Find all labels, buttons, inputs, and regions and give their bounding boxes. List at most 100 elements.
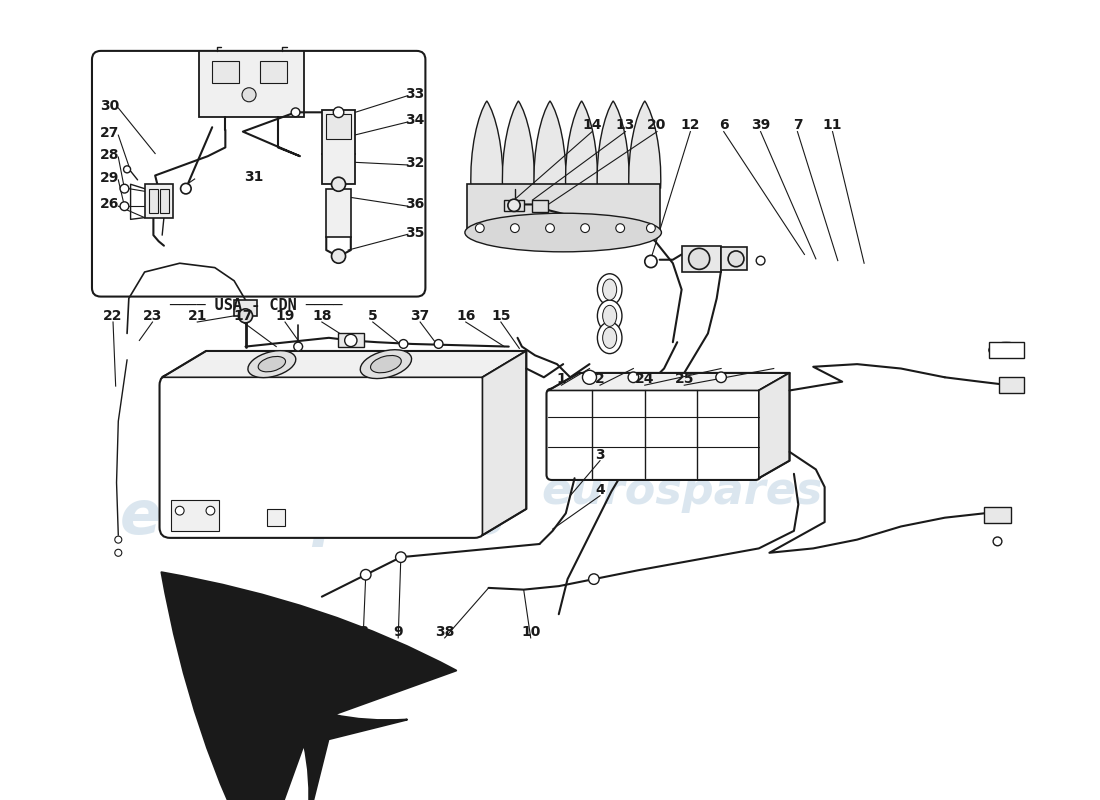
Circle shape — [123, 166, 131, 173]
Bar — [212, 62, 239, 83]
Circle shape — [399, 339, 408, 348]
Circle shape — [993, 537, 1002, 546]
Text: 24: 24 — [635, 372, 654, 386]
Circle shape — [120, 202, 129, 210]
Bar — [144, 184, 173, 218]
Text: 38: 38 — [434, 625, 454, 638]
Circle shape — [331, 249, 345, 263]
Ellipse shape — [465, 214, 661, 252]
Text: 1: 1 — [557, 372, 566, 386]
PathPatch shape — [597, 101, 629, 189]
Text: 29: 29 — [100, 171, 119, 185]
Text: 23: 23 — [143, 309, 162, 323]
Text: 26: 26 — [100, 198, 119, 211]
Bar — [199, 51, 305, 117]
FancyBboxPatch shape — [92, 51, 426, 297]
Circle shape — [180, 183, 191, 194]
Circle shape — [546, 224, 554, 233]
Circle shape — [508, 199, 520, 211]
PathPatch shape — [471, 101, 503, 189]
Text: 27: 27 — [100, 126, 119, 140]
Text: 33: 33 — [405, 87, 425, 101]
Bar — [327, 114, 351, 138]
Text: 25: 25 — [674, 372, 694, 386]
Bar — [989, 342, 1024, 358]
Text: 19: 19 — [275, 309, 295, 323]
Circle shape — [175, 506, 184, 515]
PathPatch shape — [534, 101, 566, 189]
Circle shape — [294, 342, 302, 351]
Text: 14: 14 — [582, 118, 602, 133]
Circle shape — [114, 536, 122, 543]
Circle shape — [475, 224, 484, 233]
Circle shape — [581, 224, 590, 233]
Circle shape — [510, 224, 519, 233]
Text: 22: 22 — [103, 309, 123, 323]
Ellipse shape — [258, 357, 286, 372]
PathPatch shape — [503, 101, 535, 189]
FancyBboxPatch shape — [547, 389, 760, 480]
Polygon shape — [483, 351, 526, 535]
Text: 18: 18 — [312, 309, 331, 323]
Circle shape — [242, 88, 256, 102]
Circle shape — [206, 506, 214, 515]
Text: 11: 11 — [823, 118, 843, 133]
Circle shape — [628, 372, 639, 382]
Text: 16: 16 — [456, 309, 475, 323]
Ellipse shape — [597, 300, 622, 332]
Circle shape — [114, 550, 122, 556]
Text: 21: 21 — [187, 309, 207, 323]
Circle shape — [344, 334, 358, 346]
Text: 4: 4 — [595, 482, 605, 497]
Circle shape — [716, 372, 726, 382]
Bar — [234, 300, 257, 316]
Bar — [466, 184, 660, 233]
Text: 8: 8 — [359, 625, 369, 638]
Bar — [170, 500, 219, 531]
Circle shape — [434, 339, 443, 348]
Text: 32: 32 — [405, 156, 425, 170]
Text: 15: 15 — [491, 309, 510, 323]
Bar — [984, 507, 1011, 523]
Ellipse shape — [597, 274, 622, 306]
Bar — [322, 110, 355, 184]
Circle shape — [333, 107, 344, 118]
Polygon shape — [548, 373, 790, 390]
Circle shape — [583, 370, 596, 384]
Bar — [267, 509, 285, 526]
Text: 6: 6 — [719, 118, 728, 133]
Bar — [148, 189, 157, 214]
Circle shape — [239, 309, 253, 323]
Circle shape — [756, 256, 764, 265]
Text: 20: 20 — [648, 118, 667, 133]
Circle shape — [331, 178, 345, 191]
Bar — [722, 247, 747, 270]
Ellipse shape — [597, 322, 622, 354]
Text: 36: 36 — [405, 198, 425, 211]
Text: 9: 9 — [394, 625, 403, 638]
Circle shape — [120, 184, 129, 193]
Ellipse shape — [371, 355, 402, 373]
Text: 35: 35 — [405, 226, 425, 239]
Ellipse shape — [361, 350, 411, 378]
FancyBboxPatch shape — [160, 374, 485, 538]
Text: 37: 37 — [410, 309, 430, 323]
Text: 7: 7 — [793, 118, 802, 133]
Text: 31: 31 — [244, 170, 264, 184]
Circle shape — [689, 248, 710, 270]
PathPatch shape — [565, 101, 597, 189]
Bar — [999, 378, 1024, 393]
Text: 2: 2 — [595, 372, 605, 386]
Text: 39: 39 — [751, 118, 770, 133]
Text: 34: 34 — [405, 114, 425, 127]
Circle shape — [645, 255, 657, 268]
Bar — [505, 200, 524, 210]
Text: 3: 3 — [595, 447, 605, 462]
PathPatch shape — [629, 101, 661, 189]
Circle shape — [588, 574, 600, 584]
Text: 10: 10 — [521, 625, 540, 638]
Circle shape — [292, 108, 300, 117]
Text: 5: 5 — [367, 309, 377, 323]
Circle shape — [616, 224, 625, 233]
Ellipse shape — [603, 279, 617, 300]
